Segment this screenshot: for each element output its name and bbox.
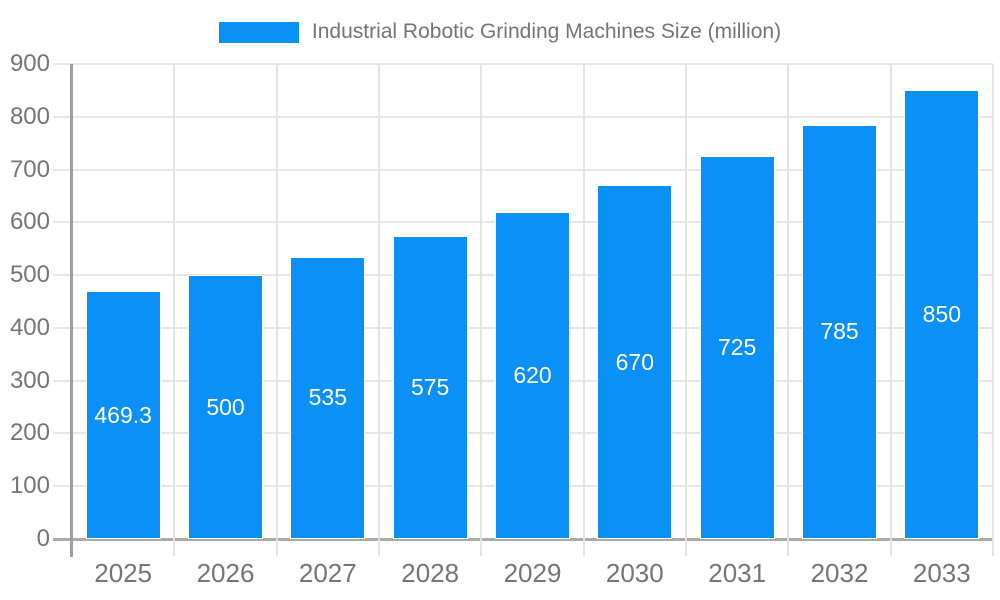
y-tick-label-500: 500 (9, 261, 50, 289)
bar-2028[interactable]: 575 (392, 235, 468, 539)
x-tick-label-2031: 2031 (708, 558, 767, 588)
x-tick-label-2030: 2030 (605, 558, 664, 588)
category-gridline (173, 64, 176, 556)
bar-value-label: 850 (922, 301, 962, 328)
legend-swatch-icon (218, 21, 299, 43)
x-tick-label-2027: 2027 (298, 558, 357, 588)
bar-2031[interactable]: 725 (699, 156, 775, 539)
category-gridline (685, 64, 687, 556)
category-gridline (378, 64, 380, 556)
bar-value-label: 725 (717, 334, 757, 361)
x-axis-line (53, 538, 993, 541)
y-tick-label-300: 300 (9, 366, 50, 394)
x-tick-label-2029: 2029 (503, 558, 562, 588)
bar-2025[interactable]: 469.3 (85, 291, 161, 539)
category-gridline (992, 64, 994, 556)
bar-2029[interactable]: 620 (495, 211, 570, 539)
bar-value-label: 500 (206, 393, 245, 420)
bar-2027[interactable]: 535 (290, 256, 366, 539)
bar-value-label: 575 (410, 373, 450, 400)
x-tick-label-2028: 2028 (401, 558, 460, 588)
bar-2033[interactable]: 850 (904, 90, 980, 539)
category-gridline (889, 64, 892, 556)
bar-2026[interactable]: 500 (188, 275, 263, 539)
y-tick-label-400: 400 (9, 313, 50, 341)
bar-value-label: 535 (308, 384, 348, 411)
y-tick-label-200: 200 (9, 419, 50, 447)
y-tick-label-600: 600 (9, 208, 50, 236)
bar-value-label: 469.3 (94, 401, 152, 428)
x-tick-label-2025: 2025 (94, 558, 153, 588)
y-tick-label-900: 900 (9, 50, 50, 77)
x-tick-label-2033: 2033 (912, 558, 971, 588)
legend-item[interactable]: Industrial Robotic Grinding Machines Siz… (218, 20, 782, 43)
y-tick-label-100: 100 (9, 472, 50, 500)
y-tick-label-700: 700 (9, 155, 50, 183)
legend: Industrial Robotic Grinding Machines Siz… (0, 21, 1000, 43)
gridline-700 (53, 168, 993, 171)
category-gridline (582, 64, 585, 556)
bar-value-label: 620 (513, 361, 552, 388)
category-gridline (275, 64, 278, 556)
bar-2030[interactable]: 670 (597, 185, 673, 539)
category-gridline (787, 64, 790, 556)
gridline-900 (53, 63, 993, 65)
x-tick-label-2032: 2032 (810, 558, 869, 588)
y-tick-label-0: 0 (36, 525, 50, 552)
y-axis-line (70, 64, 73, 557)
x-tick-label-2026: 2026 (196, 558, 255, 588)
gridline-800 (53, 115, 993, 118)
bar-value-label: 670 (615, 348, 655, 375)
bar-2032[interactable]: 785 (802, 124, 877, 539)
category-gridline (480, 64, 483, 556)
y-tick-label-800: 800 (9, 102, 50, 130)
bar-value-label: 785 (820, 318, 859, 345)
legend-label: Industrial Robotic Grinding Machines Siz… (311, 20, 782, 43)
